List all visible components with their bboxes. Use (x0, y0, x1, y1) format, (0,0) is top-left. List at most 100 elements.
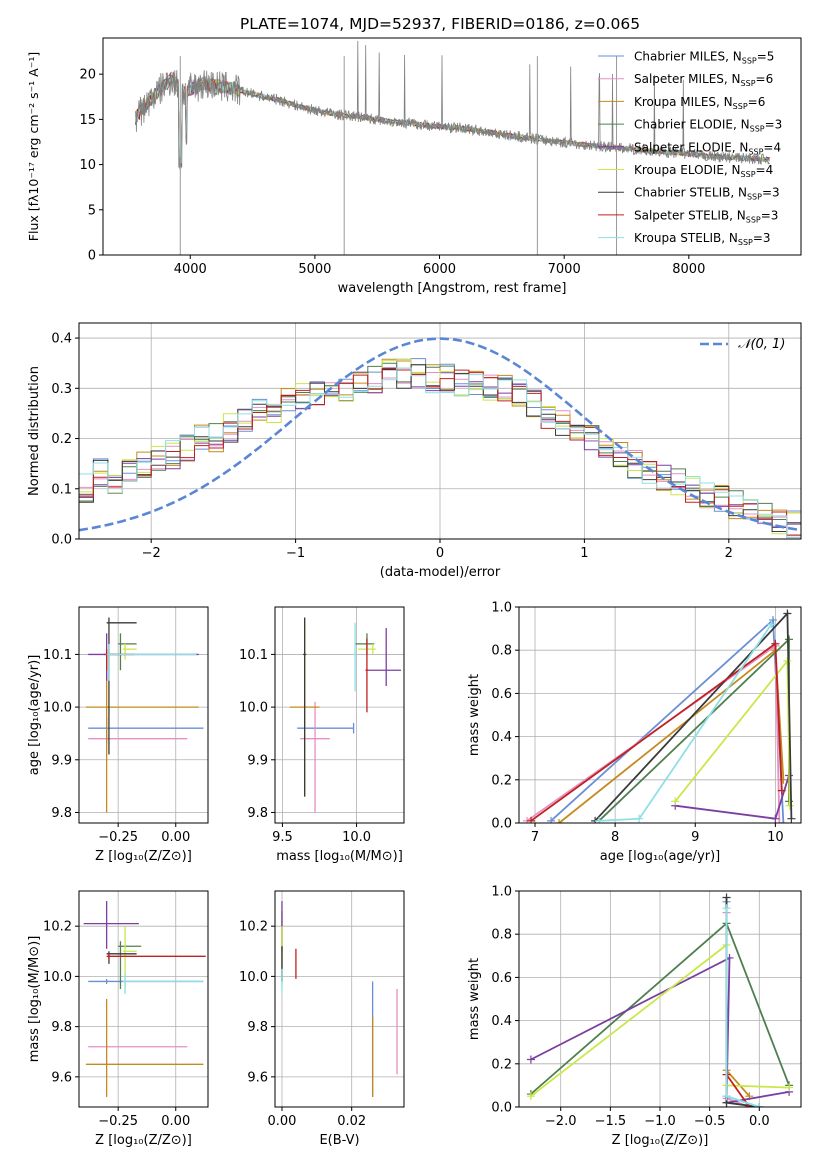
data-point (526, 1055, 535, 1064)
y-tick-label: 1.0 (491, 885, 512, 900)
data-point (526, 1092, 535, 1101)
y-tick-label: 0.2 (51, 432, 72, 447)
y-tick-label: 9.9 (51, 753, 72, 768)
data-point (722, 893, 731, 902)
x-tick-label: 0.00 (161, 1114, 190, 1129)
histogram-series (79, 362, 801, 539)
data-point (771, 814, 780, 823)
panel-spectrum: 4000 5000 6000 7000 8000 0 5 10 15 20 wavelength [… (26, 37, 802, 296)
x-axis-label: mass [log₁₀(M/M⊙)] (276, 849, 403, 864)
x-tick-label: −2 (142, 546, 161, 561)
plot-area-ebv (281, 901, 398, 1097)
legend-entry: Chabrier ELODIE, NSSP=3 (634, 118, 782, 134)
y-axis-label: mass weight (467, 958, 482, 1040)
x-tick-label: 2 (725, 546, 733, 561)
spectrum-line (135, 40, 770, 170)
y-tick-label: 10.0 (43, 701, 72, 716)
y-tick-label: 0.3 (51, 382, 72, 397)
y-tick-label: 0.4 (491, 730, 512, 745)
x-tick-label: −1 (286, 546, 305, 561)
y-axis-label: mass weight (467, 674, 482, 756)
data-point (784, 635, 793, 644)
y-tick-label: 0.2 (491, 773, 512, 788)
legend-entry: Kroupa MILES, NSSP=6 (634, 95, 765, 111)
axes-frame (518, 606, 802, 824)
y-axis-label: Flux [fλ10⁻¹⁷ erg cm⁻² s⁻¹ A⁻¹] (26, 52, 41, 241)
y-tick-label: 0.0 (491, 817, 512, 832)
data-point (779, 819, 788, 823)
y-tick-label: 0.4 (51, 332, 72, 347)
y-tick-label: 0.2 (491, 1057, 512, 1072)
x-axis-label: Z [log₁₀(Z/Z⊙)] (612, 1133, 709, 1148)
x-tick-label: 1 (580, 546, 588, 561)
y-tick-label: 10.0 (239, 970, 268, 985)
x-axis-label: Z [log₁₀(Z/Z⊙)] (95, 849, 192, 864)
y-tick-label: 20 (79, 68, 96, 83)
data-point (547, 816, 556, 823)
x-tick-label: 6000 (423, 262, 456, 277)
legend-entry: Salpeter ELODIE, NSSP=4 (634, 140, 781, 156)
y-tick-label: 0.8 (491, 644, 512, 659)
legend-entry: 𝒩(0, 1) (738, 337, 785, 352)
y-tick-label: 9.8 (247, 1020, 268, 1035)
plot-area-age-vs-z (85, 617, 204, 813)
x-tick-label: −0.25 (98, 830, 138, 845)
legend-entry: Kroupa STELIB, NSSP=3 (634, 231, 771, 247)
x-tick-label: 10.0 (342, 830, 371, 845)
x-tick-label: 8 (611, 830, 619, 845)
y-tick-label: 5 (88, 203, 96, 218)
axes-frame (78, 606, 209, 824)
x-tick-label: 7 (531, 830, 539, 845)
y-tick-label: 1.0 (491, 601, 512, 616)
y-tick-label: 10 (79, 158, 96, 173)
y-axis-label: mass [log₁₀(M/M⊙)] (27, 936, 42, 1063)
y-axis-label: age [log₁₀(age/yr)] (27, 655, 42, 776)
data-point (755, 1103, 764, 1107)
mass-weight-series (594, 611, 793, 822)
data-point (767, 620, 776, 629)
y-tick-label: 0.0 (491, 1101, 512, 1116)
x-tick-label: 8000 (672, 262, 705, 277)
data-point (787, 814, 796, 823)
y-tick-label: 10.2 (239, 920, 268, 935)
y-tick-label: 9.9 (247, 753, 268, 768)
panel-mass-weight-vs-z: −2.0 −1.5 −1.0 −0.5 0.0 0.0 0.2 0.4 0.6 0.8 1.0 Z [… (467, 885, 802, 1148)
y-tick-label: 9.6 (51, 1070, 72, 1085)
data-point (783, 609, 792, 618)
data-point (595, 816, 604, 823)
data-point (722, 1092, 731, 1101)
y-tick-label: 9.8 (51, 1020, 72, 1035)
x-tick-label: 5000 (298, 262, 331, 277)
y-tick-label: 10.2 (43, 920, 72, 935)
data-point (785, 1083, 794, 1092)
legend-entry: Chabrier MILES, NSSP=5 (634, 50, 774, 66)
panel-age-vs-z: −0.25 0.00 9.8 9.9 10.0 10.1 Z [log₁₀(Z/Z⊙)] ag… (27, 606, 209, 864)
x-tick-label: 0.00 (161, 830, 190, 845)
plot-area-mass-vs-z (83, 901, 206, 1097)
mass-weight-series (598, 637, 790, 822)
data-point (671, 797, 680, 806)
y-tick-label: 9.6 (247, 1070, 268, 1085)
panel-ebv: 0.00 0.02 9.6 9.8 10.0 10.2 E(B-V) (239, 890, 405, 1148)
x-tick-label: 0 (436, 546, 444, 561)
x-tick-label: −0.5 (694, 1114, 726, 1129)
y-tick-label: 10.0 (43, 970, 72, 985)
data-point (722, 904, 731, 913)
plot-area-age-vs-mass (289, 617, 402, 813)
panel-mass-weight-vs-age: 7 8 9 10 0.0 0.2 0.4 0.6 0.8 1.0 age [log₁₀(age/yr… (467, 601, 802, 864)
axes-frame (78, 890, 209, 1108)
x-tick-label: −1.5 (595, 1114, 627, 1129)
mass-weight-series (530, 956, 790, 1104)
data-point (555, 819, 564, 823)
data-point (527, 816, 536, 823)
data-point (777, 786, 786, 795)
data-point (771, 639, 780, 648)
histogram-series (79, 367, 801, 539)
y-tick-label: 0.8 (491, 928, 512, 943)
y-tick-label: 9.8 (51, 806, 72, 821)
panel-mass-vs-z: −0.25 0.00 9.6 9.8 10.0 10.2 Z [log₁₀(Z/Z⊙)] ma… (27, 890, 209, 1148)
x-tick-label: 9.5 (272, 830, 293, 845)
x-tick-label: 4000 (174, 262, 207, 277)
plot-area-residuals (79, 337, 801, 539)
